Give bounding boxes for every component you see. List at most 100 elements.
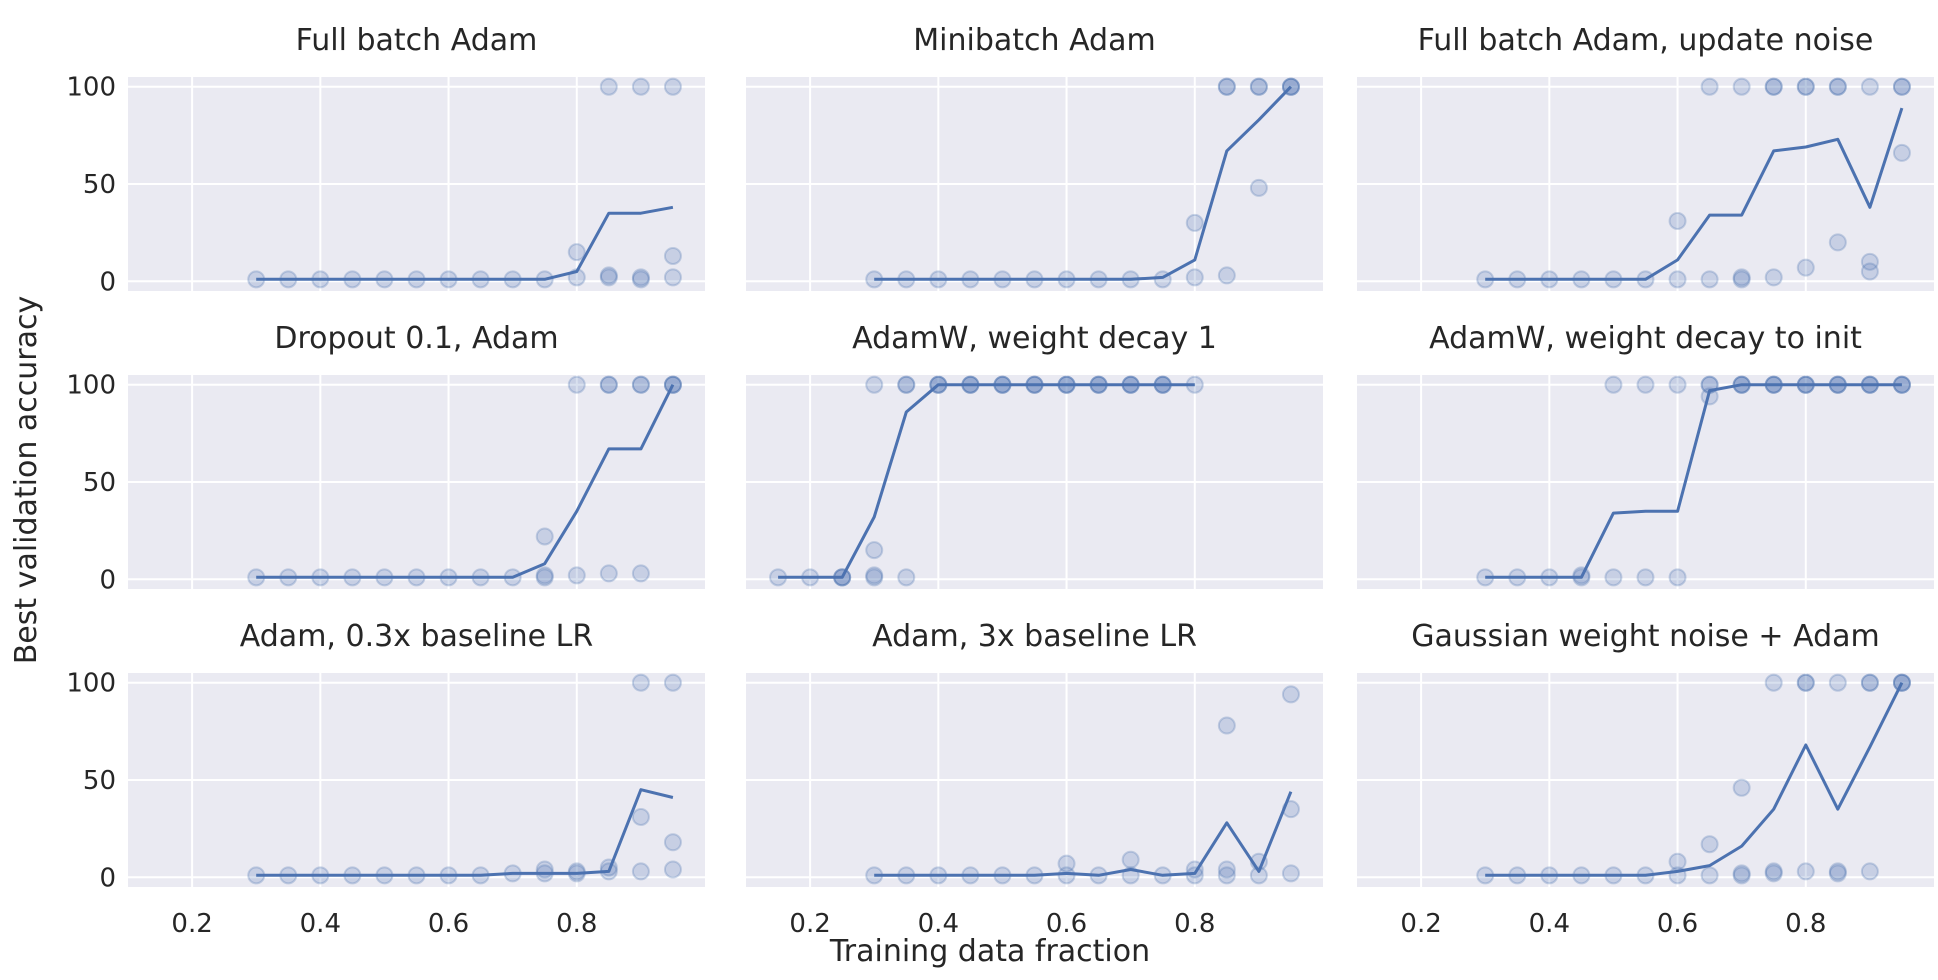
data-point: [1892, 77, 1911, 96]
data-point: [1764, 673, 1783, 692]
series-mean-line: [256, 384, 675, 579]
panel-title: Gaussian weight noise + Adam: [1411, 619, 1880, 654]
y-tick-label: 50: [83, 766, 116, 796]
data-point: [1668, 211, 1687, 230]
data-point: [631, 862, 650, 881]
data-point: [663, 246, 682, 265]
series-mean-line: [874, 85, 1292, 281]
data-point: [1732, 864, 1751, 883]
chart-panel: Adam, 3x baseline LR 0.2 0.4 0.6 0.8: [746, 619, 1323, 939]
panel-title: Dropout 0.1, Adam: [274, 321, 558, 356]
data-point: [631, 270, 650, 289]
data-point: [1217, 860, 1236, 879]
data-point: [567, 566, 586, 585]
data-point: [1668, 852, 1687, 871]
data-point: [1668, 270, 1687, 289]
data-point: [1796, 673, 1815, 692]
data-point: [1668, 375, 1687, 394]
data-point: [631, 807, 650, 826]
data-point: [631, 673, 650, 692]
y-tick-label: 50: [83, 170, 116, 200]
chart-panel: Full batch Adam, update noise: [1357, 23, 1934, 291]
data-point: [1636, 568, 1655, 587]
data-point: [1732, 77, 1751, 96]
data-point: [1249, 77, 1268, 96]
data-point: [1828, 233, 1847, 252]
data-point: [631, 77, 650, 96]
x-tick-label: 0.8: [556, 909, 597, 939]
data-point: [1828, 864, 1847, 883]
data-point: [1732, 270, 1751, 289]
data-point: [1732, 268, 1751, 287]
panels-group: Full batch Adam 0 50 100 Minibatch Adam Full …: [66, 23, 1934, 939]
x-tick-label: 0.6: [1657, 909, 1698, 939]
x-tick-label: 0.2: [171, 909, 212, 939]
data-point: [1249, 866, 1268, 885]
data-point: [1796, 673, 1815, 692]
chart-panel: Full batch Adam 0 50 100: [66, 23, 705, 297]
data-point: [663, 268, 682, 287]
data-point: [1764, 862, 1783, 881]
x-tick-label: 0.4: [1529, 909, 1570, 939]
data-point: [1217, 77, 1236, 96]
data-point: [1185, 268, 1204, 287]
y-tick-label: 0: [99, 267, 116, 297]
data-point: [1732, 866, 1751, 885]
data-point: [663, 673, 682, 692]
data-point: [1604, 568, 1623, 587]
data-point: [1860, 77, 1879, 96]
data-point: [1828, 77, 1847, 96]
data-point: [535, 566, 554, 585]
data-point: [865, 541, 884, 560]
data-point: [1700, 835, 1719, 854]
data-point: [535, 568, 554, 587]
series-mean-line: [1485, 682, 1904, 877]
x-axis-label: Training data fraction: [829, 934, 1150, 969]
data-point: [1636, 375, 1655, 394]
y-tick-label: 0: [99, 565, 116, 595]
panel-title: Adam, 3x baseline LR: [872, 619, 1197, 654]
data-point: [1828, 673, 1847, 692]
y-axis-label: Best validation accuracy: [9, 296, 44, 665]
data-point: [1860, 252, 1879, 271]
data-point: [1217, 716, 1236, 735]
series-mean-line: [778, 383, 1195, 579]
data-point: [1764, 268, 1783, 287]
data-point: [1281, 685, 1300, 704]
x-tick-label: 0.2: [1400, 909, 1441, 939]
data-point: [1217, 266, 1236, 285]
chart-panel: Dropout 0.1, Adam 0 50 100: [66, 321, 705, 595]
chart-panel: Adam, 0.3x baseline LR 0 50 100 0.2 0.4 0.6 0.8: [66, 619, 705, 939]
data-point: [599, 375, 618, 394]
data-point: [599, 266, 618, 285]
data-point: [1668, 568, 1687, 587]
data-point: [1764, 77, 1783, 96]
data-point: [1796, 258, 1815, 277]
data-point: [1860, 262, 1879, 281]
data-point: [631, 268, 650, 287]
data-point: [1185, 866, 1204, 885]
panel-title: Full batch Adam, update noise: [1418, 23, 1874, 58]
data-point: [1796, 77, 1815, 96]
data-point: [1281, 864, 1300, 883]
data-point: [663, 860, 682, 879]
chart-panel: AdamW, weight decay to init: [1357, 321, 1934, 589]
y-tick-label: 100: [66, 669, 116, 699]
data-point: [1892, 143, 1911, 162]
data-point: [1249, 178, 1268, 197]
data-point: [1860, 673, 1879, 692]
y-tick-label: 100: [66, 371, 116, 401]
data-point: [1892, 77, 1911, 96]
panel-title: Minibatch Adam: [913, 23, 1155, 58]
data-point: [1057, 866, 1076, 885]
panel-title: Full batch Adam: [296, 23, 538, 58]
data-point: [599, 268, 618, 287]
data-point: [865, 568, 884, 587]
data-point: [599, 77, 618, 96]
data-point: [567, 375, 586, 394]
data-point: [1828, 862, 1847, 881]
data-point: [865, 375, 884, 394]
data-point: [599, 564, 618, 583]
data-point: [599, 375, 618, 394]
